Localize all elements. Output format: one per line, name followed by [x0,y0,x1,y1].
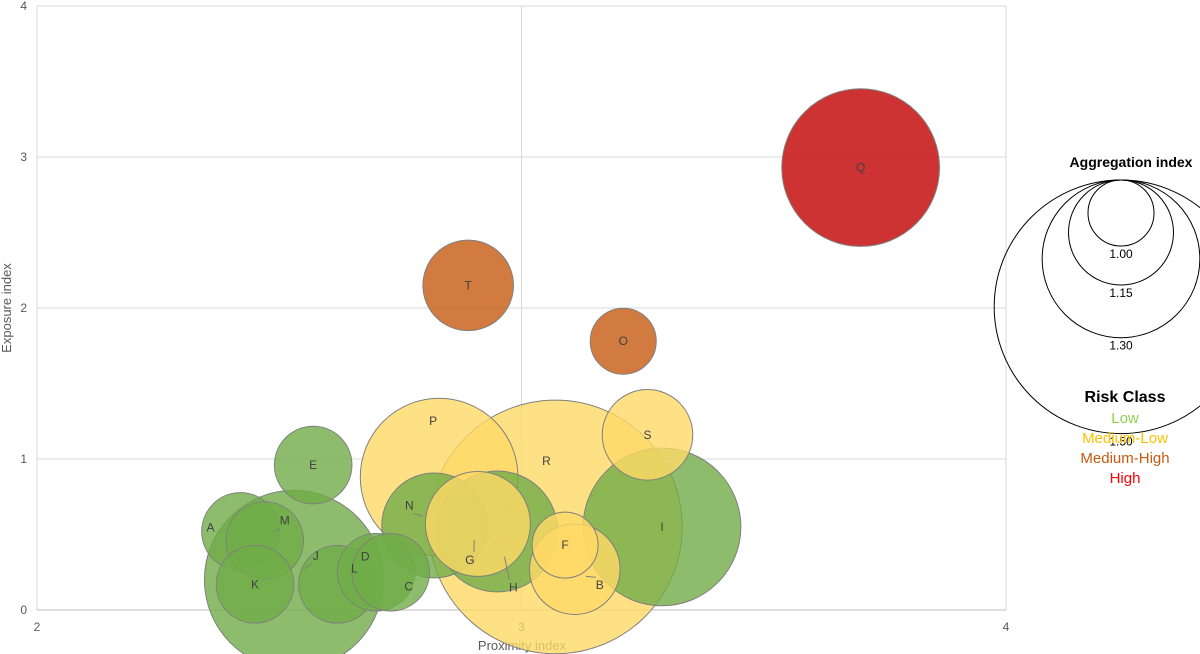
bubble-label-g: G [465,553,474,567]
bubble-label-c: C [404,579,413,593]
size-legend-circle [1087,179,1155,247]
bubble-k [215,545,295,624]
bubble-label-k: K [251,577,259,591]
bubble-series [201,88,941,654]
risk-legend-title: Risk Class [1085,389,1166,406]
bubble-label-o: O [619,334,628,348]
y-tick-label: 3 [20,150,27,164]
size-legend-label: 1.15 [1109,286,1133,300]
y-tick-label: 4 [20,0,27,13]
bubble-f [531,511,599,579]
size-legend-circle [1068,179,1174,286]
bubble-label-e: E [309,458,317,472]
leader-line-b [586,575,596,578]
size-legend-label: 1.30 [1109,339,1133,353]
bubble-label-a: A [206,520,214,534]
y-tick-label: 0 [20,603,27,617]
risk-legend-item: High [1110,470,1141,487]
risk-class-legend: Risk Class Low Medium-Low Medium-High High [1080,389,1169,487]
bubble-label-d: D [361,549,370,563]
size-legend-label: 1.00 [1109,247,1133,261]
x-tick-label: 4 [1003,620,1010,634]
bubble-c [351,532,430,612]
bubble-label-s: S [643,428,651,442]
y-tick-label: 2 [20,301,27,315]
aggregation-legend-title: Aggregation index [1070,154,1193,170]
bubble-label-f: F [561,538,568,552]
bubble-label-i: I [660,520,663,534]
risk-legend-item: Low [1111,410,1139,427]
bubble-label-p: P [429,414,437,428]
x-tick-label: 2 [34,620,41,634]
bubble-q [781,88,941,247]
bubble-label-m: M [280,514,290,528]
risk-legend-item: Medium-High [1080,450,1169,467]
aggregation-legend: Aggregation index 1.00 1.15 1.30 1.50 [993,154,1200,449]
bubble-label-q: Q [856,161,865,175]
y-axis-title: Exposure index [0,263,14,353]
bubble-s [601,389,694,481]
bubble-label-t: T [465,278,473,292]
y-tick-label: 1 [20,452,27,466]
bubble-labels: A M J K LD C E N G H P R F B I S O T Q [206,161,865,595]
bubble-t [422,239,514,332]
leader-line-m [273,528,281,532]
leader-line-h [503,556,510,580]
bubble-label-l: L [351,561,358,575]
risk-legend-item: Medium-Low [1082,430,1168,447]
bubble-g [424,470,531,577]
bubble-label-h: H [509,580,518,594]
bubble-o [589,307,657,375]
leader-line-j [303,563,313,570]
leader-line-n [413,512,424,517]
bubble-label-n: N [405,498,414,512]
size-legend-label: 1.50 [1109,435,1133,449]
bubble-e [273,425,353,505]
bubble-label-j: J [313,549,319,563]
bubble-label-r: R [542,454,551,468]
bubble-label-b: B [596,578,604,592]
